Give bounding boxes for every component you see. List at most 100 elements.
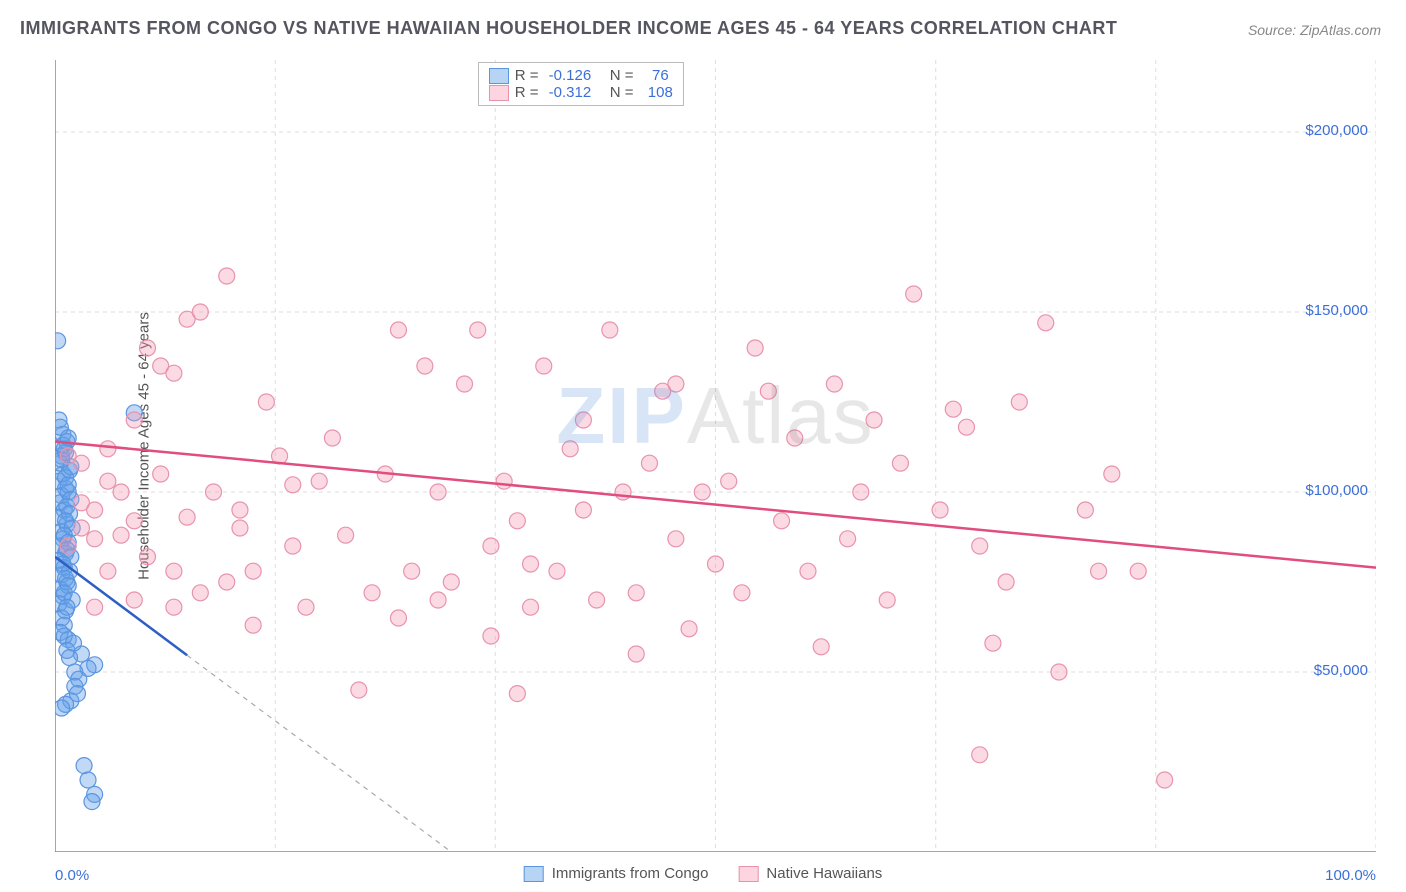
scatter-point bbox=[443, 574, 459, 590]
scatter-point bbox=[139, 340, 155, 356]
scatter-svg bbox=[55, 60, 1376, 852]
scatter-point bbox=[245, 617, 261, 633]
scatter-point bbox=[166, 563, 182, 579]
y-tick-label: $50,000 bbox=[1314, 662, 1368, 679]
legend-stat-row: R = -0.312 N = 108 bbox=[489, 84, 673, 101]
y-tick-label: $150,000 bbox=[1305, 302, 1368, 319]
scatter-point bbox=[55, 333, 66, 349]
scatter-point bbox=[998, 574, 1014, 590]
scatter-point bbox=[536, 358, 552, 374]
scatter-point bbox=[668, 531, 684, 547]
scatter-point bbox=[285, 538, 301, 554]
scatter-point bbox=[179, 509, 195, 525]
scatter-point bbox=[787, 430, 803, 446]
scatter-point bbox=[390, 610, 406, 626]
scatter-point bbox=[866, 412, 882, 428]
legend-swatch-icon bbox=[738, 866, 758, 882]
scatter-point bbox=[139, 549, 155, 565]
scatter-point bbox=[338, 527, 354, 543]
scatter-point bbox=[76, 758, 92, 774]
scatter-point bbox=[69, 686, 85, 702]
scatter-point bbox=[958, 419, 974, 435]
scatter-point bbox=[126, 513, 142, 529]
scatter-point bbox=[351, 682, 367, 698]
scatter-point bbox=[113, 527, 129, 543]
scatter-point bbox=[192, 304, 208, 320]
legend-series-label: Native Hawaiians bbox=[766, 865, 882, 882]
scatter-point bbox=[60, 538, 76, 554]
scatter-point bbox=[483, 538, 499, 554]
scatter-point bbox=[430, 484, 446, 500]
scatter-point bbox=[575, 412, 591, 428]
scatter-point bbox=[219, 268, 235, 284]
scatter-point bbox=[602, 322, 618, 338]
scatter-point bbox=[324, 430, 340, 446]
scatter-point bbox=[708, 556, 724, 572]
scatter-point bbox=[879, 592, 895, 608]
legend-series-item: Immigrants from Congo bbox=[524, 865, 709, 882]
scatter-point bbox=[549, 563, 565, 579]
legend-swatch-icon bbox=[489, 68, 509, 84]
scatter-point bbox=[826, 376, 842, 392]
scatter-point bbox=[364, 585, 380, 601]
scatter-point bbox=[628, 585, 644, 601]
scatter-point bbox=[73, 520, 89, 536]
scatter-point bbox=[985, 635, 1001, 651]
scatter-point bbox=[523, 599, 539, 615]
scatter-point bbox=[1157, 772, 1173, 788]
scatter-point bbox=[87, 531, 103, 547]
scatter-point bbox=[404, 563, 420, 579]
scatter-point bbox=[258, 394, 274, 410]
trend-line-extrapolated bbox=[187, 655, 451, 852]
scatter-point bbox=[126, 592, 142, 608]
scatter-point bbox=[390, 322, 406, 338]
legend-swatch-icon bbox=[524, 866, 544, 882]
correlation-legend: R = -0.126 N = 76R = -0.312 N = 108 bbox=[478, 62, 684, 106]
scatter-point bbox=[311, 473, 327, 489]
scatter-point bbox=[430, 592, 446, 608]
scatter-point bbox=[972, 747, 988, 763]
scatter-point bbox=[219, 574, 235, 590]
scatter-point bbox=[126, 412, 142, 428]
scatter-point bbox=[100, 441, 116, 457]
chart-container: IMMIGRANTS FROM CONGO VS NATIVE HAWAIIAN… bbox=[0, 0, 1406, 892]
scatter-point bbox=[245, 563, 261, 579]
scatter-point bbox=[55, 419, 68, 435]
scatter-point bbox=[87, 599, 103, 615]
scatter-point bbox=[417, 358, 433, 374]
scatter-point bbox=[59, 599, 75, 615]
scatter-point bbox=[1011, 394, 1027, 410]
scatter-point bbox=[232, 520, 248, 536]
scatter-point bbox=[734, 585, 750, 601]
scatter-point bbox=[73, 455, 89, 471]
scatter-point bbox=[813, 639, 829, 655]
scatter-point bbox=[932, 502, 948, 518]
scatter-point bbox=[483, 628, 499, 644]
scatter-point bbox=[113, 484, 129, 500]
scatter-point bbox=[774, 513, 790, 529]
scatter-point bbox=[1038, 315, 1054, 331]
scatter-point bbox=[641, 455, 657, 471]
scatter-point bbox=[906, 286, 922, 302]
scatter-point bbox=[62, 650, 78, 666]
scatter-point bbox=[760, 383, 776, 399]
scatter-point bbox=[206, 484, 222, 500]
scatter-point bbox=[589, 592, 605, 608]
scatter-point bbox=[853, 484, 869, 500]
scatter-point bbox=[298, 599, 314, 615]
legend-series-label: Immigrants from Congo bbox=[552, 865, 709, 882]
scatter-point bbox=[668, 376, 684, 392]
scatter-point bbox=[285, 477, 301, 493]
scatter-point bbox=[681, 621, 697, 637]
scatter-point bbox=[1130, 563, 1146, 579]
scatter-point bbox=[945, 401, 961, 417]
scatter-point bbox=[60, 477, 76, 493]
scatter-point bbox=[509, 686, 525, 702]
x-axis-min-label: 0.0% bbox=[55, 867, 89, 884]
scatter-point bbox=[972, 538, 988, 554]
scatter-point bbox=[55, 700, 70, 716]
scatter-point bbox=[457, 376, 473, 392]
y-tick-label: $200,000 bbox=[1305, 122, 1368, 139]
scatter-point bbox=[509, 513, 525, 529]
scatter-point bbox=[694, 484, 710, 500]
